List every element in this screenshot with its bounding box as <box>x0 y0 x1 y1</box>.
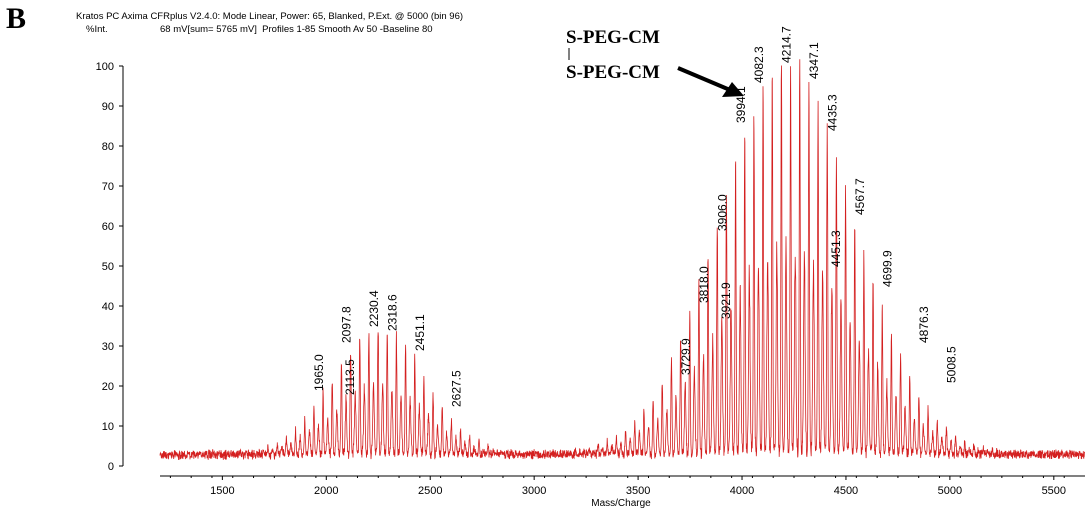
annotation-line1: S-PEG-CM <box>566 27 660 48</box>
annotation-arrow-head <box>722 82 744 97</box>
y-axis-title: %Int. <box>86 24 108 35</box>
peak-label: 4699.9 <box>881 250 895 287</box>
peak-label: 1965.0 <box>312 354 326 391</box>
y-tick-label: 30 <box>102 341 114 353</box>
x-tick-label: 4500 <box>834 485 858 497</box>
x-tick-label: 3500 <box>626 485 650 497</box>
y-tick-label: 10 <box>102 421 114 433</box>
x-tick-label: 2500 <box>418 485 442 497</box>
x-tick-label: 5500 <box>1042 485 1066 497</box>
peak-label: 4347.1 <box>807 42 821 79</box>
y-tick-label: 100 <box>96 61 114 73</box>
peak-label: 2113.5 <box>343 359 357 395</box>
y-tick-label: 40 <box>102 301 114 313</box>
peak-label: 3921.9 <box>719 282 733 319</box>
y-tick-label: 90 <box>102 101 114 113</box>
peak-label: 2097.8 <box>340 306 354 343</box>
spectrum-trace <box>159 59 1085 461</box>
peak-label: 2230.4 <box>367 290 381 327</box>
peak-label: 4567.7 <box>853 178 867 215</box>
peak-label: 3729.9 <box>679 338 693 375</box>
y-tick-label: 20 <box>102 381 114 393</box>
instrument-header-line1: Kratos PC Axima CFRplus V2.4.0: Mode Lin… <box>76 11 464 22</box>
x-tick-label: 4000 <box>730 485 754 497</box>
x-axis-title: Mass/Charge <box>591 498 651 508</box>
y-tick-label: 50 <box>102 261 114 273</box>
peak-label: 3818.0 <box>697 266 711 303</box>
peak-label-layer: 1965.0 2097.8 2113.5 2230.4 2318.6 2451.1 2627… <box>312 26 959 407</box>
y-tick-label: 60 <box>102 221 114 233</box>
x-tick-label: 1500 <box>210 485 234 497</box>
annotation-arrow-shaft <box>677 66 731 92</box>
y-tick-label: 80 <box>102 141 114 153</box>
peak-label: 4876.3 <box>917 306 931 343</box>
peak-label: 2318.6 <box>386 294 400 331</box>
peak-label: 4214.7 <box>780 26 794 63</box>
annotation-line2: S-PEG-CM <box>566 62 660 83</box>
x-tick-label: 5000 <box>938 485 962 497</box>
x-tick-label: 2000 <box>314 485 338 497</box>
peak-label: 2451.1 <box>413 314 427 351</box>
peak-label: 4082.3 <box>752 46 766 83</box>
axis-layer: 1500 2000 2500 3000 3500 4000 4500 5000 5500 0 10 2… <box>96 61 1085 497</box>
peak-label: 4435.3 <box>826 94 840 131</box>
peak-label: 4451.3 <box>829 230 843 267</box>
peak-label: 2627.5 <box>450 370 464 407</box>
peak-label: 5008.5 <box>945 346 959 383</box>
y-tick-label: 0 <box>108 461 114 473</box>
peak-label: 3906.0 <box>715 194 729 231</box>
x-tick-label: 3000 <box>522 485 546 497</box>
panel-letter: B <box>6 2 27 35</box>
annotation-layer: S-PEG-CM S-PEG-CM <box>566 27 744 97</box>
spectrum-layer <box>159 59 1085 461</box>
instrument-header-line2: 68 mV[sum= 5765 mV] Profiles 1-85 Smooth… <box>160 24 433 35</box>
y-tick-label: 70 <box>102 181 114 193</box>
